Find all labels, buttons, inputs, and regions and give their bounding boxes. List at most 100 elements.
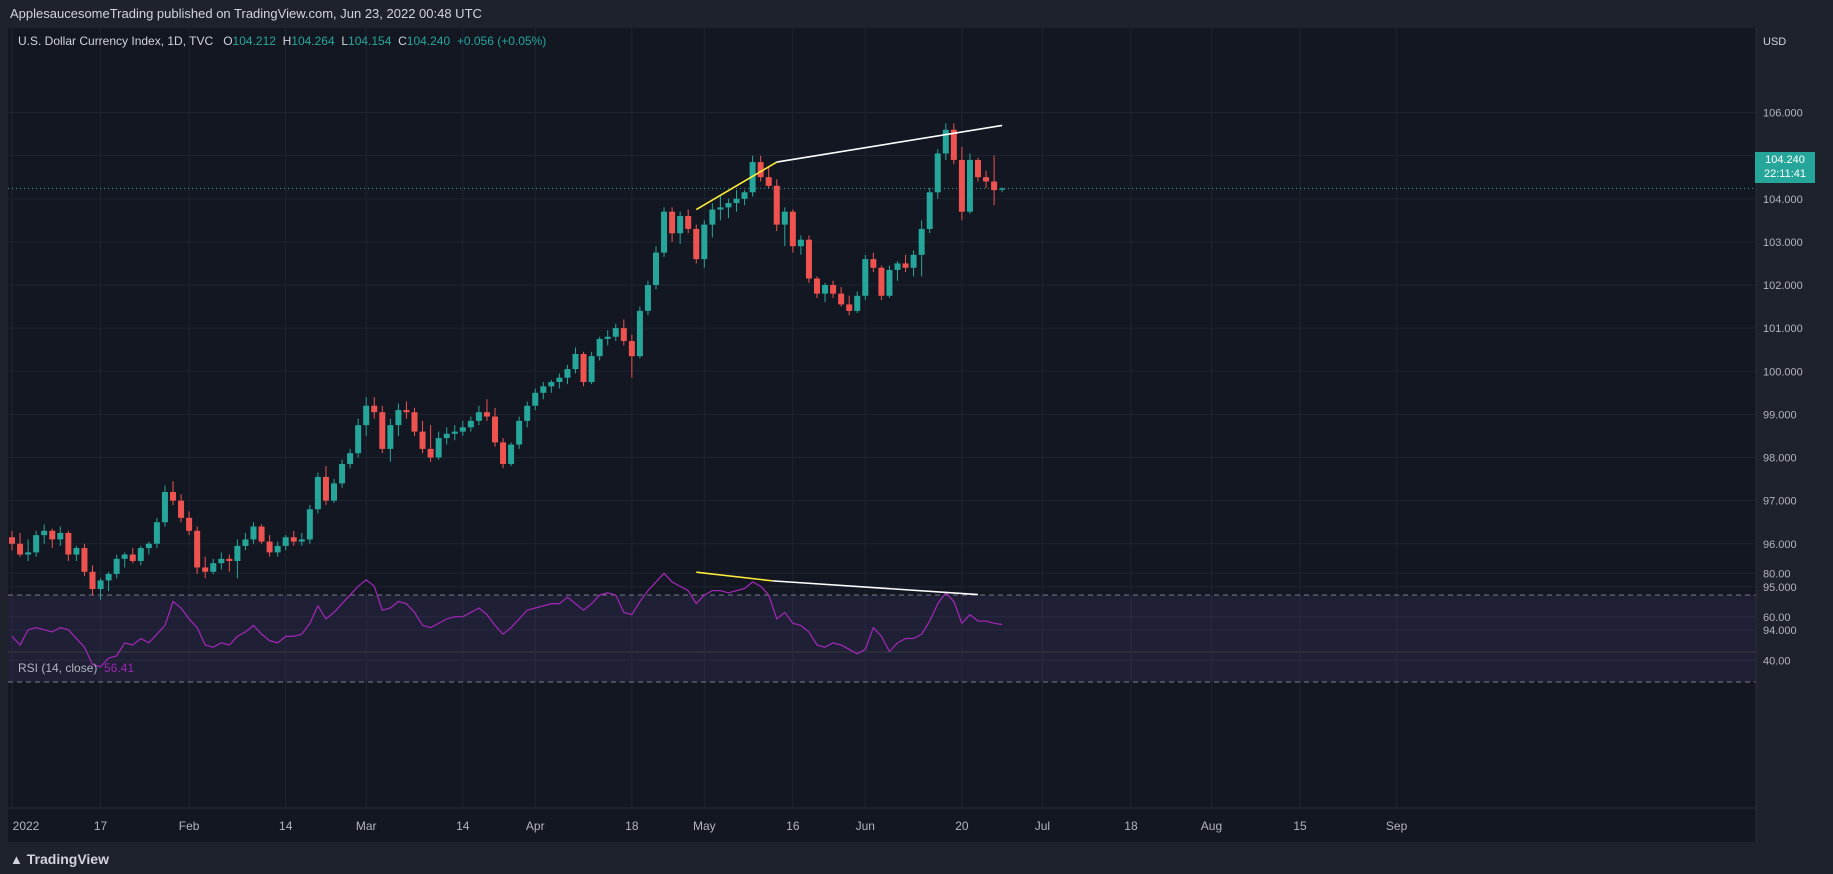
- candle: [886, 265, 893, 298]
- candle: [556, 373, 563, 389]
- candle: [604, 330, 611, 346]
- candle: [121, 552, 128, 568]
- price-trendline-white[interactable]: [776, 124, 1003, 163]
- rsi-line: [11, 572, 1003, 668]
- tradingview-logo[interactable]: ▲ TradingView: [10, 851, 109, 867]
- candle: [830, 280, 837, 298]
- rsi-tick-label: 60.00: [1763, 612, 1791, 624]
- candle: [814, 276, 820, 298]
- time-tick-label: Sep: [1386, 819, 1408, 833]
- rsi-trendline-white[interactable]: [772, 580, 979, 596]
- candle: [532, 388, 539, 411]
- candle: [636, 306, 643, 359]
- time-tick-label: 20: [955, 819, 969, 833]
- candle: [49, 528, 56, 549]
- time-tick-label: Aug: [1201, 819, 1222, 833]
- close-value: 104.240: [406, 34, 451, 48]
- candle: [701, 220, 708, 268]
- candle: [757, 155, 764, 182]
- candle: [234, 539, 241, 579]
- candle: [411, 407, 418, 436]
- rsi-axis[interactable]: 40.00 60.00 80.00: [1763, 568, 1791, 667]
- change-value: +0.056 (+0.05%): [456, 34, 547, 48]
- brand-name: TradingView: [26, 851, 109, 867]
- candle: [242, 532, 249, 551]
- candle: [572, 347, 579, 374]
- high-label: H: [282, 34, 292, 48]
- time-tick-label: 2022: [13, 819, 40, 833]
- candle: [846, 295, 853, 316]
- candle: [194, 526, 201, 574]
- time-tick-label: 17: [94, 819, 108, 833]
- candle: [395, 403, 402, 436]
- published-text: ApplesaucesomeTrading published on Tradi…: [10, 6, 482, 21]
- candle: [492, 407, 498, 447]
- candle: [459, 420, 466, 436]
- candle: [387, 418, 394, 462]
- candle: [620, 319, 627, 346]
- candle: [709, 203, 716, 238]
- symbol-name: U.S. Dollar Currency Index, 1D, TVC: [18, 34, 214, 48]
- candle: [564, 364, 571, 385]
- candle: [693, 224, 700, 264]
- price-tick-label: 104.000: [1763, 194, 1803, 206]
- candle: [137, 545, 144, 566]
- candle: [733, 190, 740, 212]
- time-tick-label: 14: [279, 819, 293, 833]
- candle: [41, 524, 48, 544]
- price-tick-label: 99.000: [1763, 409, 1797, 421]
- candle: [89, 565, 96, 596]
- time-tick-label: May: [693, 819, 716, 833]
- symbol-legend[interactable]: U.S. Dollar Currency Index, 1D, TVC O104…: [18, 34, 546, 48]
- candle: [347, 448, 354, 469]
- candle: [226, 554, 233, 572]
- candle: [918, 220, 925, 277]
- time-tick-label: Feb: [179, 819, 200, 833]
- candle: [153, 517, 160, 549]
- candle: [741, 190, 748, 206]
- low-value: 104.154: [348, 34, 392, 48]
- candle: [548, 379, 555, 393]
- candle: [97, 578, 104, 600]
- candle: [105, 571, 112, 592]
- time-tick-label: Jun: [856, 819, 875, 833]
- candle: [314, 472, 321, 514]
- rsi-legend[interactable]: RSI (14, close) 56.41: [18, 661, 134, 675]
- candle: [290, 530, 297, 546]
- candle: [983, 170, 990, 188]
- candle: [540, 382, 547, 400]
- candle: [910, 250, 917, 277]
- time-tick-label: 14: [456, 819, 470, 833]
- bar-countdown: 22:11:41: [1763, 168, 1806, 180]
- candle: [661, 207, 668, 257]
- candle: [942, 123, 949, 160]
- candle: [999, 187, 1006, 193]
- candle: [339, 459, 346, 488]
- candle: [443, 427, 450, 445]
- candle: [202, 556, 209, 579]
- time-axis[interactable]: 2022 17 Feb 14 Mar 14 Apr 18 May 16 Jun 20 Jul 18 Aug 1…: [13, 819, 1408, 833]
- candle: [170, 481, 176, 505]
- candle: [580, 351, 587, 387]
- price-tick-label: 98.000: [1763, 453, 1797, 465]
- candle: [57, 526, 64, 546]
- price-trendline-yellow[interactable]: [695, 161, 778, 211]
- candle: [862, 254, 869, 301]
- price-tick-label: 95.000: [1763, 582, 1797, 594]
- candle: [628, 334, 635, 378]
- candle: [483, 399, 490, 421]
- rsi-trendline-yellow[interactable]: [696, 571, 773, 582]
- candle: [797, 235, 804, 255]
- candle: [870, 252, 877, 273]
- candle: [258, 524, 265, 544]
- candle: [508, 442, 515, 467]
- candle: [685, 209, 692, 234]
- candle: [894, 261, 901, 281]
- high-value: 104.264: [291, 34, 335, 48]
- candle: [129, 548, 136, 564]
- candle: [677, 211, 684, 245]
- candle: [331, 479, 337, 503]
- candle: [765, 166, 772, 188]
- time-tick-label: Mar: [356, 819, 377, 833]
